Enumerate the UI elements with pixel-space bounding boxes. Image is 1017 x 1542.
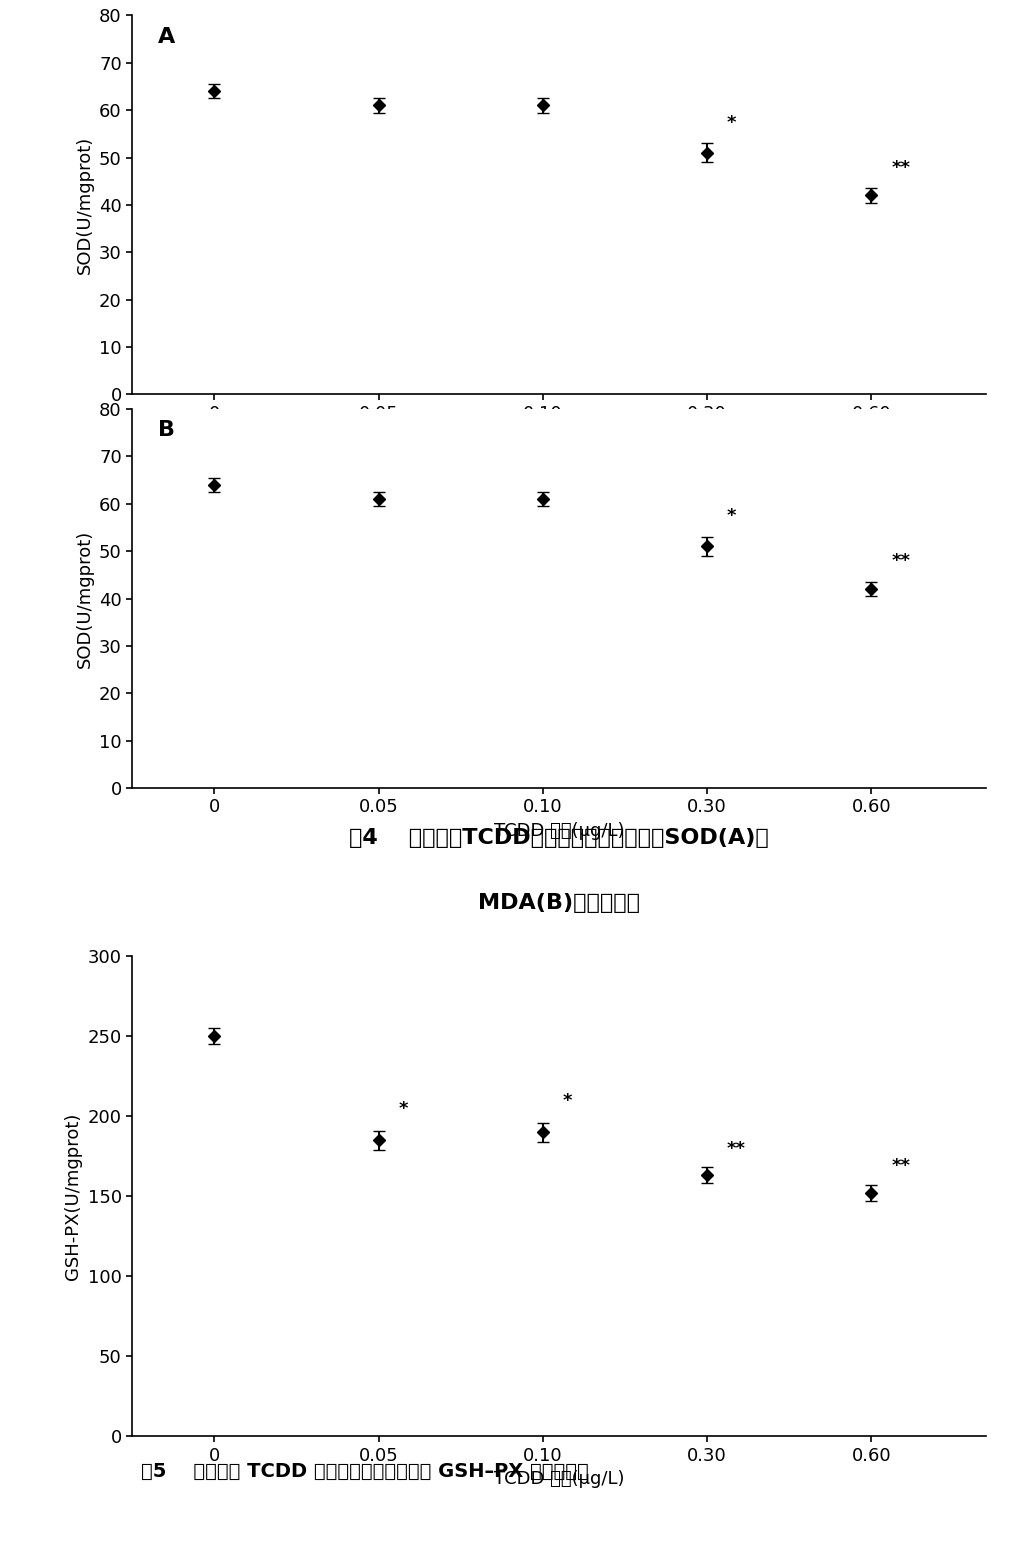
Text: *: * (399, 1099, 408, 1118)
X-axis label: TCDD 浓度(μg/L): TCDD 浓度(μg/L) (494, 1470, 624, 1488)
Text: **: ** (891, 1158, 910, 1175)
Y-axis label: SOD(U/mgprot): SOD(U/mgprot) (75, 529, 94, 668)
Text: *: * (562, 1092, 573, 1110)
Text: *: * (727, 507, 736, 526)
Text: **: ** (891, 159, 910, 176)
Text: 图4    不同浓度TCDD对精密肝切片培养液中SOD(A)、: 图4 不同浓度TCDD对精密肝切片培养液中SOD(A)、 (350, 828, 769, 848)
Y-axis label: SOD(U/mgprot): SOD(U/mgprot) (75, 136, 94, 274)
Text: 图5    不同浓度 TCDD 对精密肝切片匀浆液中 GSH–PX 活性的影响: 图5 不同浓度 TCDD 对精密肝切片匀浆液中 GSH–PX 活性的影响 (140, 1462, 589, 1482)
Text: **: ** (727, 1140, 745, 1158)
X-axis label: TCDD 浓度(μg/L): TCDD 浓度(μg/L) (494, 429, 624, 447)
Text: **: ** (891, 552, 910, 571)
Y-axis label: GSH-PX(U/mgprot): GSH-PX(U/mgprot) (64, 1112, 82, 1280)
Text: *: * (727, 114, 736, 131)
Text: B: B (158, 421, 175, 441)
Text: MDA(B)含量的影响: MDA(B)含量的影响 (478, 893, 641, 913)
X-axis label: TCDD 浓度(μg/L): TCDD 浓度(μg/L) (494, 822, 624, 840)
Text: A: A (158, 26, 175, 46)
